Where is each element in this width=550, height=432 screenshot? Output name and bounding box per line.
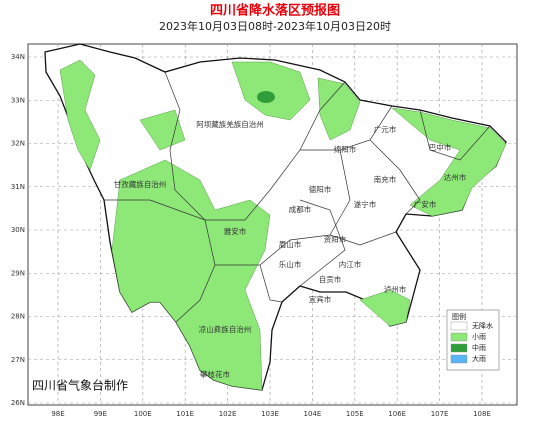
- place-label: 遂宁市: [354, 199, 377, 209]
- lon-tick-label: 99E: [94, 410, 107, 418]
- place-label: 眉山市: [279, 239, 302, 249]
- place-label: 资阳市: [324, 234, 347, 244]
- place-label: 阿坝藏族羌族自治州: [196, 119, 264, 129]
- place-label: 绵阳市: [334, 144, 357, 154]
- footer-credit: 四川省气象台制作: [32, 378, 128, 393]
- moderate-rain-area: [257, 91, 275, 103]
- legend-swatch: [450, 332, 468, 342]
- place-label: 雅安市: [224, 226, 247, 236]
- place-label: 凉山彝族自治州: [199, 324, 252, 334]
- legend-label: 小雨: [472, 332, 486, 341]
- lon-tick-label: 108E: [473, 410, 491, 418]
- place-label: 广元市: [374, 124, 397, 134]
- place-label: 德阳市: [309, 184, 332, 194]
- light-rain-area: [59, 59, 101, 171]
- light-rain-area: [391, 107, 507, 217]
- legend-title: 图例: [452, 312, 466, 321]
- lon-tick-label: 104E: [304, 410, 322, 418]
- lat-tick-label: 34N: [11, 53, 25, 61]
- lon-tick-label: 106E: [388, 410, 406, 418]
- lat-tick-label: 31N: [11, 183, 25, 191]
- light-rain-area: [359, 289, 411, 327]
- light-rain-area: [111, 159, 271, 391]
- place-label: 攀枝花市: [200, 369, 230, 379]
- place-label: 乐山市: [279, 259, 302, 269]
- place-label: 内江市: [339, 259, 362, 269]
- legend-swatch: [450, 354, 468, 364]
- lon-tick-label: 103E: [261, 410, 279, 418]
- place-label: 成都市: [289, 204, 312, 214]
- map-subtitle: 2023年10月03日08时-2023年10月03日20时: [159, 19, 391, 33]
- lon-tick-label: 105E: [346, 410, 364, 418]
- light-rain-area: [139, 109, 186, 151]
- lon-tick-label: 102E: [219, 410, 237, 418]
- lon-tick-label: 107E: [431, 410, 449, 418]
- lat-tick-label: 30N: [11, 226, 25, 234]
- lat-tick-label: 27N: [11, 356, 25, 364]
- legend-label: 中雨: [472, 343, 486, 352]
- light-rain-area: [317, 77, 361, 141]
- lat-tick-label: 33N: [11, 96, 25, 104]
- legend-label: 无降水: [472, 321, 493, 330]
- place-label: 泸州市: [384, 284, 407, 294]
- light-rain-area: [231, 61, 311, 121]
- lon-tick-label: 98E: [51, 410, 64, 418]
- place-label: 达州市: [444, 172, 467, 182]
- legend-swatch: [450, 321, 468, 331]
- lon-tick-label: 101E: [176, 410, 194, 418]
- legend-swatch: [450, 343, 468, 353]
- lat-tick-label: 28N: [11, 313, 25, 321]
- lat-tick-label: 26N: [11, 399, 25, 407]
- place-label: 自贡市: [319, 274, 342, 284]
- place-label: 甘孜藏族自治州: [114, 179, 167, 189]
- place-label: 巴中市: [429, 142, 452, 152]
- place-label: 广安市: [414, 199, 437, 209]
- prefecture-borders: [104, 71, 491, 323]
- lat-tick-label: 29N: [11, 269, 25, 277]
- legend-label: 大雨: [472, 354, 486, 363]
- place-label: 南充市: [374, 174, 397, 184]
- lat-tick-label: 32N: [11, 140, 25, 148]
- lon-tick-label: 100E: [134, 410, 152, 418]
- place-label: 宜宾市: [309, 294, 332, 304]
- map-title: 四川省降水落区预报图: [210, 3, 340, 19]
